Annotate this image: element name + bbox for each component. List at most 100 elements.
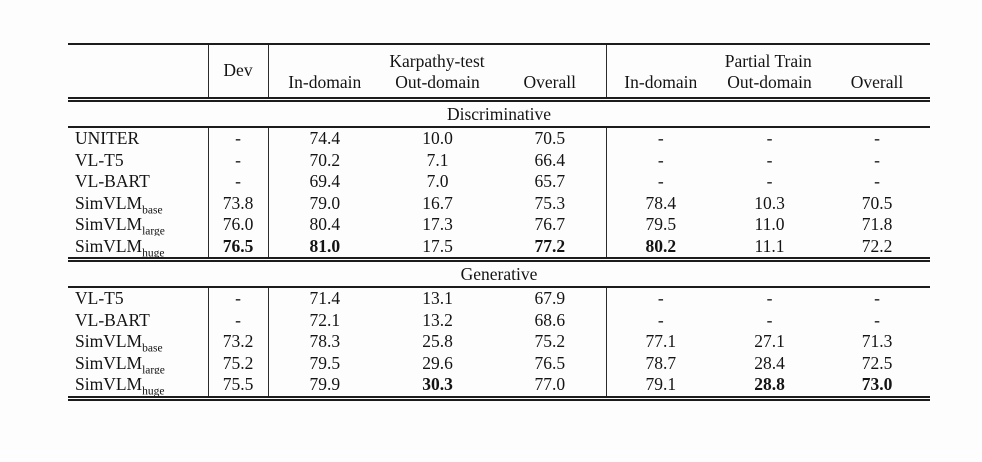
model-name-text: VL-BART: [75, 309, 150, 330]
cell-partial-in-domain: 79.1: [606, 374, 715, 401]
table-row: SimVLMbase 73.2 78.3 25.8 75.2 77.1 27.1…: [68, 331, 930, 353]
table-row: SimVLMhuge 75.5 79.9 30.3 77.0 79.1 28.8…: [68, 374, 930, 401]
cell-partial-in-domain: -: [657, 309, 664, 330]
model-name-text: VL-T5: [75, 149, 124, 170]
group-header-karpathy-test: Karpathy-test: [268, 43, 607, 71]
table-row: SimVLMlarge 76.0 80.4 17.3 76.7 79.5 11.…: [68, 214, 930, 236]
model-size-subscript: huge: [142, 385, 165, 398]
cell-karpathy-out-domain: 16.7: [422, 192, 453, 213]
table-row: VL-T5 - 70.2 7.1 66.4 - - -: [68, 149, 930, 171]
cell-karpathy-overall: 68.6: [494, 309, 607, 331]
model-name: UNITER: [68, 127, 209, 150]
table-row: VL-T5 - 71.4 13.1 67.9 - - -: [68, 287, 930, 310]
model-name-text: VL-T5: [75, 288, 124, 308]
cell-partial-overall: -: [874, 128, 880, 148]
cell-dev: 73.2: [208, 331, 269, 353]
cell-partial-out-domain: 11.0: [754, 214, 785, 234]
cell-dev: -: [208, 287, 269, 310]
cell-karpathy-out-domain: 7.0: [426, 171, 449, 191]
header-row-groups: Dev Karpathy-test Partial Train: [68, 43, 930, 100]
model-size-subscript: large: [142, 364, 165, 374]
table-row: VL-BART - 72.1 13.2 68.6 - - -: [68, 309, 930, 331]
cell-partial-out-domain: -: [766, 128, 773, 148]
cell-karpathy-overall: 66.4: [494, 149, 607, 171]
cell-partial-overall: 73.0: [824, 374, 930, 401]
cell-partial-out-domain: 10.3: [754, 192, 785, 213]
cell-dev: -: [208, 127, 269, 150]
results-table: Dev Karpathy-test Partial Train In-domai…: [68, 43, 930, 401]
model-name: SimVLMhuge: [68, 235, 209, 260]
cell-partial-out-domain: -: [766, 149, 773, 170]
col-header-karpathy-in-domain: In-domain: [288, 72, 362, 92]
cell-karpathy-out-domain: 17.5: [422, 235, 453, 256]
cell-partial-out-domain: -: [766, 171, 773, 191]
model-name-text: VL-BART: [75, 171, 150, 191]
model-name: VL-BART: [68, 171, 209, 193]
cell-karpathy-overall: 70.5: [494, 127, 607, 150]
model-name-text: SimVLM: [75, 192, 143, 213]
cell-karpathy-in-domain: 80.4: [309, 214, 341, 234]
cell-partial-in-domain: 79.5: [645, 214, 677, 234]
cell-dev: -: [208, 309, 269, 331]
model-name-text: SimVLM: [75, 374, 143, 394]
cell-dev: 76.5: [208, 235, 269, 260]
cell-karpathy-overall: 75.2: [494, 331, 607, 353]
cell-partial-in-domain: 78.4: [645, 192, 677, 213]
cell-karpathy-out-domain: 17.3: [422, 214, 453, 234]
table-row: VL-BART - 69.4 7.0 65.7 - - -: [68, 171, 930, 193]
cell-partial-overall: 71.8: [861, 214, 893, 234]
model-name: VL-BART: [68, 309, 209, 331]
cell-karpathy-overall: 67.9: [494, 287, 607, 310]
section-header-row: Generative: [68, 257, 930, 288]
section-title-discriminative: Discriminative: [68, 97, 930, 128]
model-name: SimVLMlarge: [68, 352, 209, 374]
cell-dev: -: [208, 171, 269, 193]
cell-partial-overall: -: [874, 149, 880, 170]
cell-karpathy-in-domain: 81.0: [309, 235, 341, 256]
model-size-subscript: base: [142, 204, 163, 214]
model-name: VL-T5: [68, 149, 209, 171]
model-name-text: SimVLM: [75, 331, 143, 351]
section-title-generative: Generative: [68, 257, 930, 288]
model-size-subscript: huge: [142, 247, 165, 259]
model-name-text: SimVLM: [75, 214, 143, 234]
model-name: SimVLMbase: [68, 331, 209, 353]
cell-karpathy-in-domain: 69.4: [309, 171, 341, 191]
model-name-text: UNITER: [75, 128, 140, 148]
model-name: SimVLMhuge: [68, 374, 209, 401]
cell-partial-overall: -: [874, 171, 880, 191]
cell-partial-overall: -: [874, 309, 880, 330]
cell-partial-overall: 72.5: [861, 352, 893, 373]
col-header-karpathy-out-domain: Out-domain: [395, 72, 480, 92]
cell-karpathy-in-domain: 79.9: [268, 374, 381, 401]
cell-partial-out-domain: 11.1: [754, 235, 785, 256]
cell-partial-in-domain: -: [657, 128, 664, 148]
cell-partial-overall: 71.3: [861, 331, 893, 351]
cell-karpathy-overall: 77.0: [494, 374, 607, 401]
cell-dev: 75.5: [208, 374, 269, 401]
table-row: SimVLMlarge 75.2 79.5 29.6 76.5 78.7 28.…: [68, 352, 930, 374]
cell-partial-in-domain: 78.7: [645, 352, 677, 373]
model-name-text: SimVLM: [75, 235, 143, 256]
cell-karpathy-in-domain: 79.0: [309, 192, 341, 213]
col-header-karpathy-overall: Overall: [494, 71, 607, 100]
table-row: SimVLMhuge 76.5 81.0 17.5 77.2 80.2 11.1…: [68, 235, 930, 260]
cell-partial-out-domain: -: [766, 288, 773, 308]
cell-dev: 73.8: [208, 192, 269, 214]
table-row: SimVLMbase 73.8 79.0 16.7 75.3 78.4 10.3…: [68, 192, 930, 214]
cell-dev: 76.0: [208, 214, 269, 236]
cell-partial-in-domain: 77.1: [645, 331, 677, 351]
cell-partial-overall: 72.2: [861, 235, 893, 256]
cell-partial-out-domain: 28.8: [715, 374, 824, 401]
cell-karpathy-out-domain: 13.1: [422, 288, 453, 308]
cell-partial-out-domain: 28.4: [754, 352, 785, 373]
cell-karpathy-out-domain: 30.3: [381, 374, 494, 401]
corner-cell: [68, 43, 209, 100]
col-header-partial-out-domain: Out-domain: [727, 72, 812, 92]
cell-partial-in-domain: -: [657, 171, 664, 191]
cell-karpathy-overall: 77.2: [494, 235, 607, 260]
cell-dev: -: [208, 149, 269, 171]
model-size-subscript: large: [142, 225, 165, 236]
model-size-subscript: base: [142, 342, 163, 353]
table-row: UNITER - 74.4 10.0 70.5 - - -: [68, 127, 930, 150]
